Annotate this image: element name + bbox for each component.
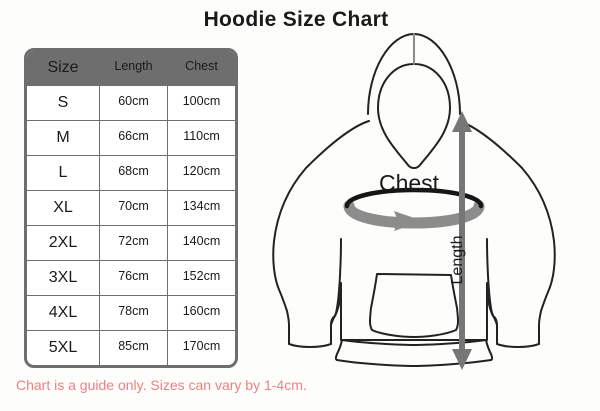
svg-text:Length: Length [449, 236, 466, 285]
